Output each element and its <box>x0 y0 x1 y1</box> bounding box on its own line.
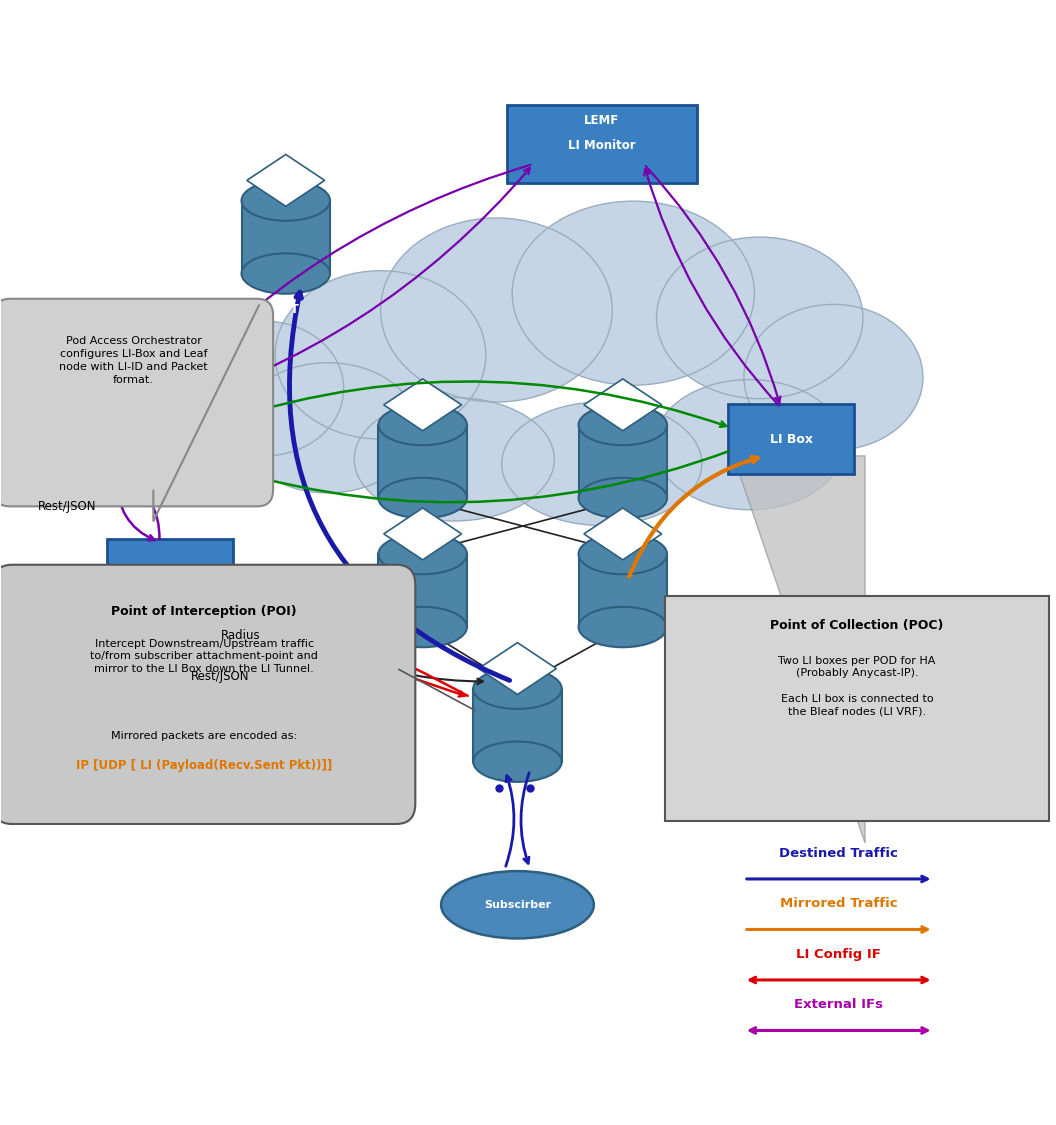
Ellipse shape <box>239 362 417 493</box>
Polygon shape <box>247 154 324 206</box>
Text: S: S <box>418 656 428 669</box>
Text: Radius: Radius <box>221 629 260 641</box>
Text: Intercept Downstream/Upstream traffic
to/from subscriber attachment-point and
mi: Intercept Downstream/Upstream traffic to… <box>90 639 318 674</box>
Ellipse shape <box>655 379 844 510</box>
Text: Mirrored Traffic: Mirrored Traffic <box>780 898 898 910</box>
Text: BL: BL <box>614 528 631 540</box>
Ellipse shape <box>378 478 467 519</box>
Text: LEMF: LEMF <box>584 114 620 127</box>
Text: External IFs: External IFs <box>794 998 883 1011</box>
Text: PAO: PAO <box>156 567 184 580</box>
Ellipse shape <box>441 871 593 938</box>
Text: Two LI boxes per POD for HA
(Probably Anycast-IP).

Each LI box is connected to
: Two LI boxes per POD for HA (Probably An… <box>778 656 936 717</box>
FancyBboxPatch shape <box>378 555 467 627</box>
Text: Mirrored packets are encoded as:: Mirrored packets are encoded as: <box>111 731 297 741</box>
Ellipse shape <box>657 237 863 398</box>
Ellipse shape <box>743 305 923 450</box>
FancyBboxPatch shape <box>579 555 667 627</box>
FancyBboxPatch shape <box>242 200 329 273</box>
Ellipse shape <box>242 253 329 294</box>
Text: BL: BL <box>414 528 432 540</box>
Ellipse shape <box>579 405 667 446</box>
Ellipse shape <box>242 180 329 220</box>
Ellipse shape <box>579 534 667 574</box>
Ellipse shape <box>473 741 562 782</box>
Ellipse shape <box>378 534 467 574</box>
Text: LI Config IF: LI Config IF <box>796 948 881 961</box>
FancyBboxPatch shape <box>729 404 854 474</box>
FancyBboxPatch shape <box>507 105 697 183</box>
Text: Rest/JSON: Rest/JSON <box>191 670 249 683</box>
Text: LI Box: LI Box <box>107 438 149 451</box>
Text: Point of Interception (POI): Point of Interception (POI) <box>111 605 297 618</box>
FancyBboxPatch shape <box>579 425 667 498</box>
Polygon shape <box>383 508 461 560</box>
Polygon shape <box>733 456 865 843</box>
FancyBboxPatch shape <box>0 565 415 824</box>
Text: Destined Traffic: Destined Traffic <box>779 847 899 860</box>
FancyBboxPatch shape <box>107 539 233 609</box>
Text: IP [UDP [ LI (Payload(Recv.Sent Pkt))]]: IP [UDP [ LI (Payload(Recv.Sent Pkt))]] <box>76 759 333 772</box>
FancyBboxPatch shape <box>473 688 562 762</box>
Polygon shape <box>478 642 557 694</box>
Text: Subscirber: Subscirber <box>484 900 551 910</box>
Ellipse shape <box>380 218 612 402</box>
Text: L: L <box>513 791 522 804</box>
Polygon shape <box>584 508 662 560</box>
Text: Point of Collection (POC): Point of Collection (POC) <box>771 619 944 631</box>
Ellipse shape <box>502 402 702 525</box>
Ellipse shape <box>512 201 754 385</box>
Text: LI Box: LI Box <box>770 432 813 446</box>
Polygon shape <box>584 379 662 431</box>
Text: Pod Access Orchestrator
configures LI-Box and Leaf
node with LI-ID and Packet
fo: Pod Access Orchestrator configures LI-Bo… <box>59 335 208 386</box>
Ellipse shape <box>579 478 667 519</box>
Ellipse shape <box>378 606 467 647</box>
Ellipse shape <box>186 322 343 456</box>
Ellipse shape <box>473 668 562 709</box>
Text: DST: DST <box>271 303 300 316</box>
FancyBboxPatch shape <box>64 410 191 479</box>
Ellipse shape <box>276 271 486 439</box>
Text: Rest/JSON: Rest/JSON <box>38 500 97 513</box>
FancyBboxPatch shape <box>378 425 467 498</box>
Text: S: S <box>619 656 627 669</box>
FancyBboxPatch shape <box>0 299 274 506</box>
Ellipse shape <box>579 606 667 647</box>
Ellipse shape <box>354 397 554 521</box>
Text: LI Monitor: LI Monitor <box>568 138 636 152</box>
FancyBboxPatch shape <box>665 596 1050 820</box>
Polygon shape <box>383 379 461 431</box>
Ellipse shape <box>378 405 467 446</box>
